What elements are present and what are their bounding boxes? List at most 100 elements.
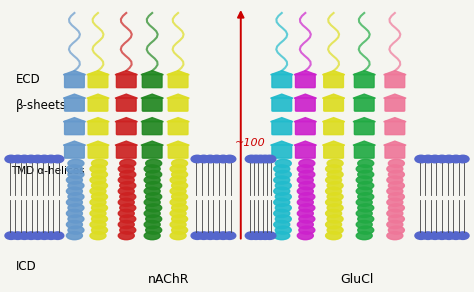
Ellipse shape bbox=[387, 176, 403, 184]
Ellipse shape bbox=[66, 198, 82, 206]
Ellipse shape bbox=[118, 209, 134, 218]
Text: GluCl: GluCl bbox=[340, 272, 374, 286]
Ellipse shape bbox=[90, 165, 106, 173]
Polygon shape bbox=[353, 71, 375, 75]
Circle shape bbox=[259, 155, 271, 163]
Ellipse shape bbox=[358, 159, 374, 167]
Circle shape bbox=[32, 232, 44, 239]
Circle shape bbox=[217, 155, 229, 163]
Ellipse shape bbox=[274, 220, 290, 229]
Polygon shape bbox=[271, 71, 293, 75]
Ellipse shape bbox=[327, 226, 343, 234]
Polygon shape bbox=[63, 94, 86, 98]
FancyBboxPatch shape bbox=[272, 145, 292, 158]
Polygon shape bbox=[167, 94, 189, 98]
Ellipse shape bbox=[144, 187, 160, 195]
Polygon shape bbox=[115, 118, 137, 122]
Ellipse shape bbox=[275, 159, 291, 167]
Ellipse shape bbox=[326, 198, 342, 206]
Polygon shape bbox=[63, 118, 86, 122]
Ellipse shape bbox=[90, 187, 106, 195]
Ellipse shape bbox=[299, 193, 315, 201]
FancyBboxPatch shape bbox=[324, 121, 344, 135]
Ellipse shape bbox=[275, 193, 291, 201]
Ellipse shape bbox=[358, 182, 374, 190]
Ellipse shape bbox=[90, 176, 106, 184]
Circle shape bbox=[217, 232, 229, 239]
Polygon shape bbox=[383, 71, 406, 75]
Polygon shape bbox=[87, 94, 109, 98]
Polygon shape bbox=[167, 71, 189, 75]
Circle shape bbox=[245, 232, 257, 239]
Ellipse shape bbox=[170, 232, 186, 240]
FancyBboxPatch shape bbox=[385, 121, 405, 135]
Ellipse shape bbox=[120, 215, 136, 223]
Ellipse shape bbox=[90, 220, 106, 229]
Circle shape bbox=[210, 232, 223, 239]
Ellipse shape bbox=[326, 176, 342, 184]
FancyBboxPatch shape bbox=[117, 121, 136, 135]
Ellipse shape bbox=[91, 215, 108, 223]
Circle shape bbox=[45, 232, 57, 239]
Ellipse shape bbox=[144, 220, 160, 229]
FancyBboxPatch shape bbox=[295, 145, 315, 158]
Circle shape bbox=[204, 232, 216, 239]
Ellipse shape bbox=[66, 187, 82, 195]
Text: β-sheets: β-sheets bbox=[16, 99, 66, 112]
FancyBboxPatch shape bbox=[142, 145, 162, 158]
Ellipse shape bbox=[66, 165, 82, 173]
Ellipse shape bbox=[274, 176, 290, 184]
Ellipse shape bbox=[274, 209, 290, 218]
Ellipse shape bbox=[387, 232, 403, 240]
Circle shape bbox=[415, 155, 427, 163]
Circle shape bbox=[25, 232, 37, 239]
Ellipse shape bbox=[66, 176, 82, 184]
Polygon shape bbox=[141, 118, 164, 122]
Polygon shape bbox=[383, 118, 406, 122]
FancyBboxPatch shape bbox=[64, 74, 84, 88]
Ellipse shape bbox=[144, 198, 160, 206]
Ellipse shape bbox=[327, 204, 343, 212]
Circle shape bbox=[18, 232, 30, 239]
Circle shape bbox=[191, 232, 203, 239]
Text: TMD α-helices: TMD α-helices bbox=[11, 166, 84, 175]
Ellipse shape bbox=[356, 198, 372, 206]
Ellipse shape bbox=[275, 171, 291, 178]
Ellipse shape bbox=[387, 220, 403, 229]
Polygon shape bbox=[294, 94, 317, 98]
Circle shape bbox=[245, 155, 257, 163]
Ellipse shape bbox=[146, 159, 162, 167]
Ellipse shape bbox=[68, 193, 84, 201]
FancyBboxPatch shape bbox=[88, 74, 108, 88]
FancyBboxPatch shape bbox=[355, 98, 374, 111]
Ellipse shape bbox=[120, 226, 136, 234]
Polygon shape bbox=[353, 118, 375, 122]
Ellipse shape bbox=[146, 182, 162, 190]
Ellipse shape bbox=[120, 193, 136, 201]
FancyBboxPatch shape bbox=[324, 145, 344, 158]
FancyBboxPatch shape bbox=[117, 98, 136, 111]
Ellipse shape bbox=[146, 204, 162, 212]
Polygon shape bbox=[141, 141, 164, 145]
Circle shape bbox=[52, 155, 64, 163]
Circle shape bbox=[264, 155, 276, 163]
Ellipse shape bbox=[66, 220, 82, 229]
Ellipse shape bbox=[68, 159, 84, 167]
Ellipse shape bbox=[118, 165, 134, 173]
Ellipse shape bbox=[356, 220, 372, 229]
Polygon shape bbox=[115, 141, 137, 145]
FancyBboxPatch shape bbox=[64, 121, 84, 135]
Ellipse shape bbox=[118, 176, 134, 184]
FancyBboxPatch shape bbox=[295, 98, 315, 111]
FancyBboxPatch shape bbox=[88, 145, 108, 158]
Ellipse shape bbox=[358, 226, 374, 234]
Circle shape bbox=[450, 155, 462, 163]
Circle shape bbox=[429, 155, 441, 163]
Circle shape bbox=[255, 155, 267, 163]
Circle shape bbox=[52, 232, 64, 239]
Text: ICD: ICD bbox=[16, 260, 36, 272]
Polygon shape bbox=[322, 71, 345, 75]
FancyBboxPatch shape bbox=[142, 74, 162, 88]
Circle shape bbox=[12, 232, 24, 239]
Polygon shape bbox=[322, 94, 345, 98]
